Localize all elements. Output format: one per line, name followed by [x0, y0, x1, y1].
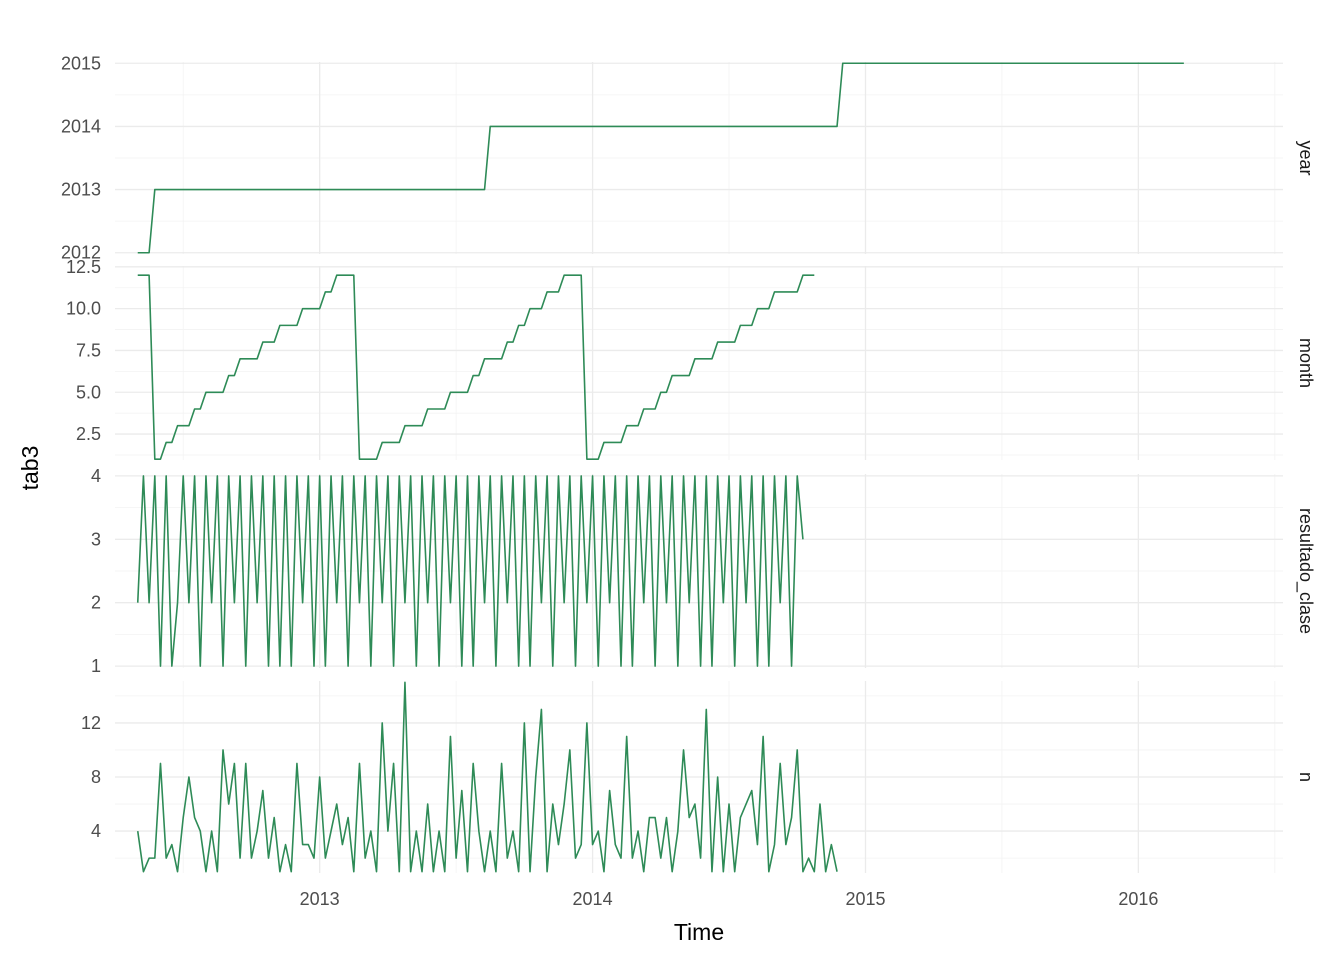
y-tick-label-resultado_clase: 2	[91, 593, 101, 613]
y-tick-label-year: 2013	[61, 180, 101, 200]
y-axis-title: tab3	[17, 446, 43, 491]
facet-label-year: year	[1296, 140, 1316, 175]
x-tick-label: 2016	[1118, 889, 1158, 909]
facet-label-n: n	[1296, 772, 1316, 782]
series-line-year	[137, 62, 1184, 254]
facet-label-resultado_clase: resultado_clase	[1295, 508, 1316, 634]
y-tick-label-resultado_clase: 1	[91, 656, 101, 676]
y-tick-labels: 20122013201420152.55.07.510.012.51234481…	[61, 53, 101, 841]
y-tick-label-month: 12.5	[66, 257, 101, 277]
series-line-month	[137, 274, 815, 460]
y-tick-label-month: 10.0	[66, 299, 101, 319]
y-tick-label-month: 5.0	[76, 382, 101, 402]
y-tick-label-n: 4	[91, 821, 101, 841]
y-tick-label-month: 7.5	[76, 340, 101, 360]
x-tick-label: 2014	[573, 889, 613, 909]
facet-label-month: month	[1296, 338, 1316, 388]
x-tick-label: 2013	[300, 889, 340, 909]
series-line-resultado_clase	[136, 475, 804, 667]
y-tick-label-resultado_clase: 4	[91, 466, 101, 486]
x-tick-label: 2015	[845, 889, 885, 909]
y-tick-label-resultado_clase: 3	[91, 529, 101, 549]
x-axis-title: Time	[674, 919, 724, 945]
series-layer	[136, 62, 1184, 873]
x-tick-labels: 2013 2014 2015 2016	[300, 889, 1159, 909]
series-line-n	[136, 681, 838, 873]
y-tick-label-n: 8	[91, 767, 101, 787]
y-tick-label-year: 2014	[61, 116, 101, 136]
y-tick-label-month: 2.5	[76, 424, 101, 444]
y-tick-label-n: 12	[81, 713, 101, 733]
y-tick-label-year: 2012	[61, 243, 101, 263]
grid-layer	[115, 62, 1283, 873]
y-tick-label-year: 2015	[61, 53, 101, 73]
